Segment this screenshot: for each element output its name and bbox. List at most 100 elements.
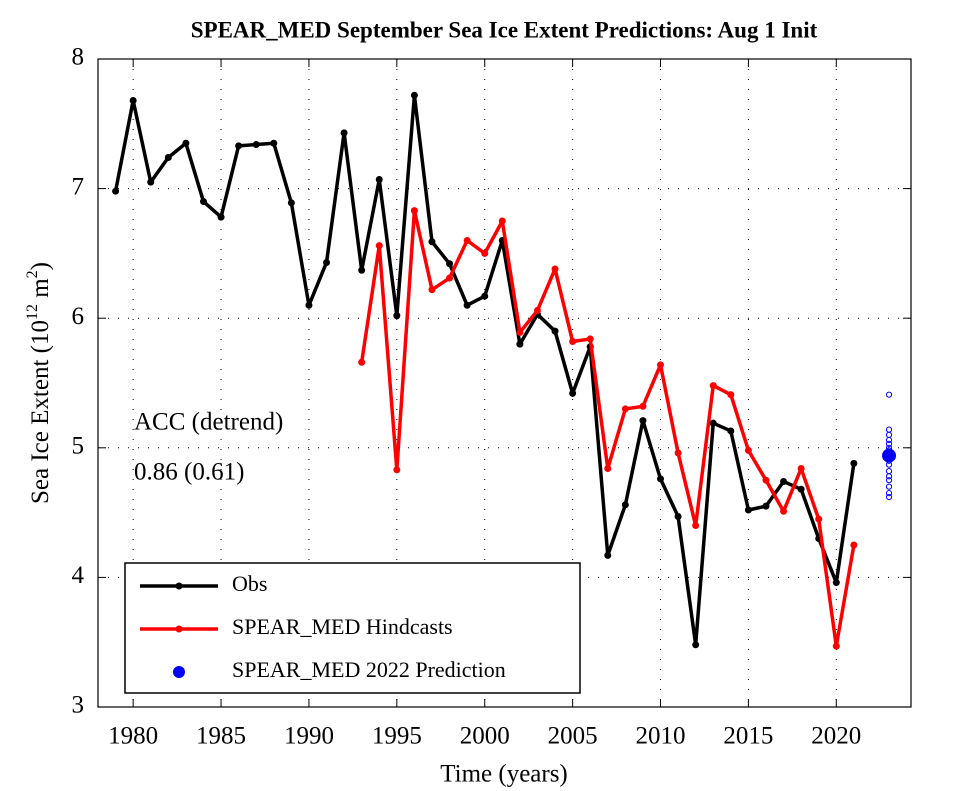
ensemble-member — [885, 468, 893, 475]
legend-marker — [175, 625, 183, 633]
y-label-part: 12 — [24, 304, 41, 320]
data-point — [657, 361, 665, 369]
data-point — [235, 142, 243, 150]
x-tick-label: 1985 — [196, 723, 246, 750]
legend-marker — [173, 666, 185, 678]
annotation: 0.86 (0.61) — [134, 459, 244, 486]
x-axis-label: Time (years) — [440, 761, 568, 788]
data-point — [709, 419, 717, 427]
data-point — [481, 292, 489, 300]
data-point — [586, 335, 594, 343]
data-point — [780, 477, 788, 485]
y-tick-label: 7 — [72, 173, 85, 200]
data-point — [446, 260, 454, 268]
x-tick-label: 2005 — [548, 723, 598, 750]
y-label-part: ) — [27, 262, 54, 270]
data-point — [727, 391, 735, 399]
data-point — [147, 178, 155, 186]
data-point — [481, 249, 489, 257]
legend-label: SPEAR_MED Hindcasts — [232, 614, 453, 639]
data-point — [533, 306, 541, 314]
annotation: ACC (detrend) — [134, 409, 283, 436]
data-point — [463, 301, 471, 309]
ensemble-member — [885, 477, 893, 484]
data-point — [850, 459, 858, 467]
data-point — [604, 551, 612, 559]
x-tick-label: 2020 — [811, 723, 861, 750]
ensemble-member — [885, 483, 893, 490]
data-point — [692, 522, 700, 530]
legend-label: Obs — [232, 571, 267, 596]
data-point — [410, 207, 418, 215]
ensemble-member — [885, 461, 893, 468]
data-point — [199, 198, 207, 206]
data-point — [604, 465, 612, 473]
y-label-part: m — [27, 278, 54, 304]
data-point — [252, 141, 260, 149]
y-tick-label: 3 — [72, 692, 85, 719]
x-tick-label: 2015 — [723, 723, 773, 750]
data-point — [393, 466, 401, 474]
data-point — [375, 242, 383, 250]
data-point — [639, 402, 647, 410]
legend-label: SPEAR_MED 2022 Prediction — [232, 657, 506, 682]
ensemble-member — [885, 490, 893, 497]
data-point — [358, 266, 366, 274]
y-tick-label: 8 — [72, 44, 85, 71]
data-point — [569, 389, 577, 397]
ensemble-member — [885, 431, 893, 438]
data-point — [270, 139, 278, 147]
data-point — [621, 501, 629, 509]
data-point — [797, 485, 805, 493]
y-axis-label: Sea Ice Extent (1012 m2) — [24, 262, 54, 504]
plot-frame — [97, 58, 912, 708]
data-point — [410, 91, 418, 99]
data-point — [850, 541, 858, 549]
data-point — [323, 258, 331, 266]
data-point — [832, 642, 840, 650]
data-point — [639, 417, 647, 425]
y-tick-label: 5 — [72, 433, 85, 460]
x-tick-label: 1995 — [372, 723, 422, 750]
data-point — [340, 129, 348, 137]
data-point — [569, 338, 577, 346]
ensemble-member — [885, 436, 893, 444]
data-point — [498, 217, 506, 225]
data-point — [164, 153, 172, 161]
data-point — [551, 265, 559, 273]
data-point — [358, 358, 366, 366]
data-point — [446, 274, 454, 282]
data-point — [674, 512, 682, 520]
data-point — [762, 476, 770, 484]
data-point — [727, 427, 735, 435]
data-point — [516, 340, 524, 348]
data-point — [762, 502, 770, 510]
data-point — [182, 139, 190, 147]
data-point — [797, 465, 805, 473]
legend-marker — [175, 582, 183, 590]
data-point — [393, 312, 401, 320]
data-point — [709, 382, 717, 390]
y-tick-label: 6 — [72, 303, 85, 330]
ensemble-member — [885, 493, 893, 501]
x-tick-label: 2000 — [460, 723, 510, 750]
y-label-part: Sea Ice Extent (10 — [27, 320, 54, 504]
y-label-part: 2 — [24, 270, 41, 278]
data-point — [305, 301, 313, 309]
chart-title: SPEAR_MED September Sea Ice Extent Predi… — [191, 17, 818, 42]
data-point — [428, 238, 436, 246]
data-point — [375, 176, 383, 184]
data-point — [516, 328, 524, 336]
y-tick-label: 4 — [72, 562, 85, 589]
data-point — [744, 506, 752, 514]
data-point — [428, 286, 436, 294]
data-point — [463, 236, 471, 244]
data-point — [217, 213, 225, 221]
data-point — [832, 579, 840, 587]
data-point — [621, 405, 629, 413]
data-point — [815, 515, 823, 523]
ensemble-member — [885, 426, 893, 433]
ensemble-member — [885, 391, 893, 398]
data-point — [551, 327, 559, 335]
